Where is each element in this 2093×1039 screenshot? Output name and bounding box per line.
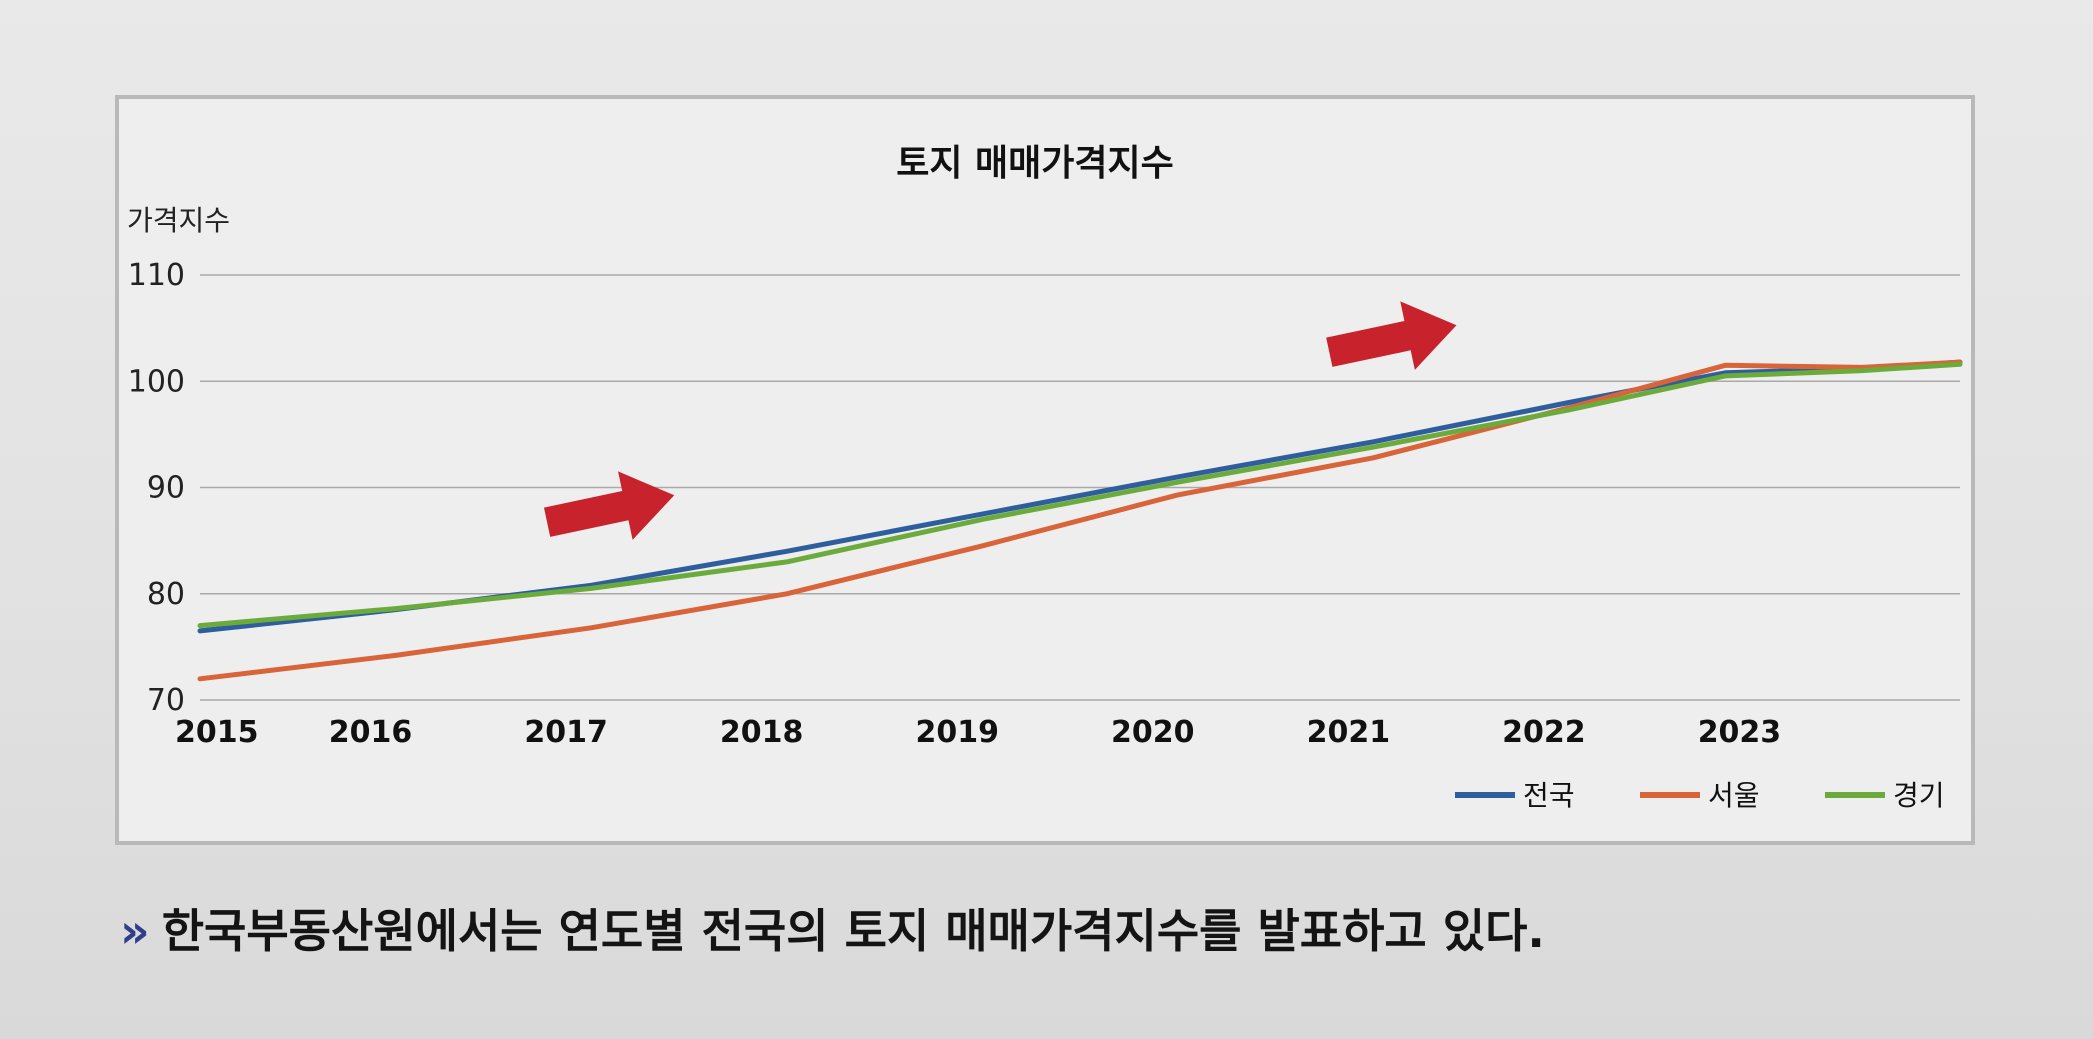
legend-label-전국: 전국 — [1523, 779, 1575, 812]
x-tick-label: 2019 — [915, 715, 999, 750]
series-line-전국 — [197, 359, 1963, 634]
legend-label-경기: 경기 — [1893, 779, 1945, 812]
chart-frame — [115, 95, 1975, 845]
caption-text: 한국부동산원에서는 연도별 전국의 토지 매매가격지수를 발표하고 있다. — [161, 904, 1545, 958]
x-tick-label: 2015 — [175, 715, 259, 750]
x-tick-label: 2018 — [720, 715, 804, 750]
y-tick-label: 70 — [147, 683, 185, 718]
chart-title: 토지 매매가격지수 — [896, 143, 1174, 184]
y-tick-label: 80 — [147, 577, 185, 612]
legend-label-서울: 서울 — [1708, 779, 1760, 812]
x-tick-label: 2023 — [1698, 715, 1782, 750]
figure-caption: » 한국부동산원에서는 연도별 전국의 토지 매매가격지수를 발표하고 있다. — [120, 895, 1545, 961]
series-line-경기 — [197, 361, 1963, 629]
caption-marker-icon: » — [120, 904, 150, 958]
arrow-shape — [1326, 301, 1457, 370]
x-tick-label: 2016 — [329, 715, 413, 750]
series-line-서울 — [197, 359, 1963, 682]
annotation-arrow-icon — [1326, 301, 1457, 370]
y-tick-label: 110 — [128, 258, 185, 293]
y-tick-label: 90 — [147, 471, 185, 506]
y-tick-label: 100 — [128, 364, 185, 399]
x-tick-label: 2022 — [1502, 715, 1586, 750]
y-axis-label: 가격지수 — [127, 204, 230, 237]
x-tick-label: 2017 — [524, 715, 608, 750]
x-tick-label: 2021 — [1307, 715, 1391, 750]
annotation-arrow-icon — [543, 471, 675, 540]
arrow-shape — [543, 471, 675, 540]
x-tick-label: 2020 — [1111, 715, 1195, 750]
